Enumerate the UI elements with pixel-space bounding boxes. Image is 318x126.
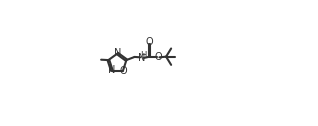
Text: H: H bbox=[140, 51, 146, 60]
Text: O: O bbox=[146, 37, 154, 47]
Text: N: N bbox=[114, 48, 121, 58]
Text: N: N bbox=[107, 65, 115, 75]
Text: O: O bbox=[154, 52, 162, 62]
Text: N: N bbox=[138, 53, 145, 63]
Text: O: O bbox=[120, 66, 128, 76]
